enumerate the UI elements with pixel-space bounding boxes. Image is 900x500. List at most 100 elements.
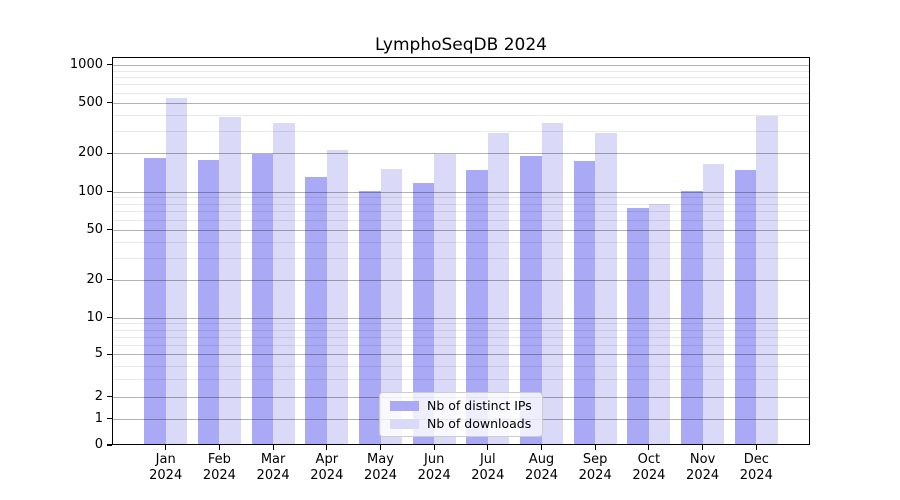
x-tick-label: Jun 2024 — [398, 452, 470, 483]
x-tick-label: Feb 2024 — [183, 452, 255, 483]
x-tick-label-year: 2024 — [310, 467, 344, 483]
bar-downloads — [380, 168, 402, 445]
legend-item-downloads: Nb of downloads — [390, 416, 532, 431]
y-gridline-minor — [112, 257, 810, 259]
bar-downloads — [273, 123, 295, 445]
bar-downloads — [756, 115, 778, 445]
x-tick-label: Jan 2024 — [130, 452, 202, 483]
y-gridline-minor — [112, 241, 810, 243]
legend-label-downloads: Nb of downloads — [427, 416, 532, 431]
x-tick-label-month: May — [367, 452, 394, 467]
y-tick-label: 5 — [94, 346, 103, 362]
bar-distinct-ips — [412, 182, 435, 445]
x-tick-label: Oct 2024 — [613, 452, 685, 483]
x-tick-label-month: Aug — [528, 452, 555, 467]
bar-downloads — [219, 116, 241, 445]
x-tick-label-month: Jun — [424, 452, 445, 467]
x-tick-label-month: Nov — [689, 452, 716, 467]
y-gridline-major — [112, 191, 810, 193]
y-tick — [106, 353, 112, 355]
y-tick-label: 500 — [78, 94, 103, 110]
x-tick — [326, 445, 328, 450]
y-tick-label: 1 — [94, 410, 103, 426]
bar-distinct-ips — [359, 190, 381, 445]
x-tick-label-year: 2024 — [202, 467, 236, 483]
legend: Nb of distinct IPs Nb of downloads — [379, 392, 543, 437]
y-gridline-major — [112, 153, 810, 155]
x-tick-label: Dec 2024 — [720, 452, 792, 483]
plot-area — [112, 57, 810, 445]
y-tick — [106, 102, 112, 104]
x-tick — [218, 445, 220, 450]
x-tick — [272, 445, 274, 450]
x-tick-label-year: 2024 — [363, 467, 398, 483]
y-gridline-minor — [112, 379, 810, 381]
y-tick-label: 20 — [86, 271, 103, 287]
x-tick-label-month: Jan — [155, 452, 176, 467]
x-tick — [165, 445, 167, 450]
bar-distinct-ips — [734, 169, 757, 445]
x-tick-label-year: 2024 — [578, 467, 612, 483]
y-gridline-minor — [112, 344, 810, 346]
y-gridline-minor — [112, 329, 810, 331]
bar-distinct-ips — [627, 208, 649, 445]
y-tick-label: 10 — [86, 309, 103, 325]
x-tick-label-month: Jul — [479, 452, 496, 467]
bar-downloads — [326, 150, 349, 445]
bar-distinct-ips — [144, 157, 166, 445]
y-gridline-minor — [112, 365, 810, 367]
bar-downloads — [541, 122, 563, 445]
y-gridline-minor — [112, 115, 810, 117]
x-tick-label: Sep 2024 — [559, 452, 631, 483]
x-tick-label: Apr 2024 — [291, 452, 363, 483]
x-tick — [594, 445, 596, 450]
y-tick-label: 2 — [94, 388, 103, 404]
y-tick — [106, 444, 112, 446]
y-tick — [106, 229, 112, 231]
y-gridline-minor — [112, 131, 810, 132]
x-tick-label-month: Oct — [637, 452, 661, 467]
x-tick-label: Aug 2024 — [506, 452, 578, 483]
x-tick-label-month: Sep — [582, 452, 608, 467]
y-gridline-minor — [112, 336, 810, 338]
y-gridline-major — [112, 64, 810, 66]
bar-downloads — [648, 204, 671, 445]
x-tick — [433, 445, 435, 450]
y-gridline-minor — [112, 219, 810, 221]
x-tick — [648, 445, 650, 450]
y-tick — [106, 279, 112, 281]
legend-swatch-downloads-icon — [390, 418, 419, 429]
x-tick — [379, 445, 382, 450]
x-tick — [487, 445, 489, 450]
y-gridline-major — [112, 102, 810, 104]
x-tick — [540, 445, 543, 450]
legend-swatch-distinct-ips-icon — [390, 400, 419, 411]
y-tick — [106, 152, 112, 154]
x-tick-label-year: 2024 — [632, 467, 666, 483]
y-gridline-minor — [112, 92, 810, 94]
y-gridline-minor — [112, 84, 810, 86]
x-tick-label-year: 2024 — [256, 467, 290, 483]
y-gridline-minor — [112, 70, 810, 72]
y-tick — [106, 190, 112, 193]
y-tick-label: 1000 — [69, 56, 103, 72]
x-tick-label: Mar 2024 — [237, 452, 309, 483]
bar-distinct-ips — [681, 190, 703, 445]
bar-downloads — [434, 154, 456, 445]
legend-item-distinct-ips: Nb of distinct IPs — [390, 398, 532, 413]
y-gridline-minor — [112, 77, 810, 78]
x-tick-label: May 2024 — [345, 452, 417, 483]
x-tick-label-year: 2024 — [524, 467, 559, 483]
bar-downloads — [487, 133, 510, 445]
bar-distinct-ips — [520, 155, 542, 445]
y-tick-label: 0 — [94, 437, 103, 452]
y-gridline-minor — [112, 323, 810, 325]
y-tick-label: 200 — [78, 145, 103, 161]
y-tick — [106, 417, 112, 420]
bar-distinct-ips — [251, 154, 274, 445]
y-gridline-minor — [112, 203, 810, 205]
y-tick-label: 100 — [78, 183, 103, 199]
bar-downloads — [702, 164, 725, 445]
y-gridline-minor — [112, 197, 810, 199]
